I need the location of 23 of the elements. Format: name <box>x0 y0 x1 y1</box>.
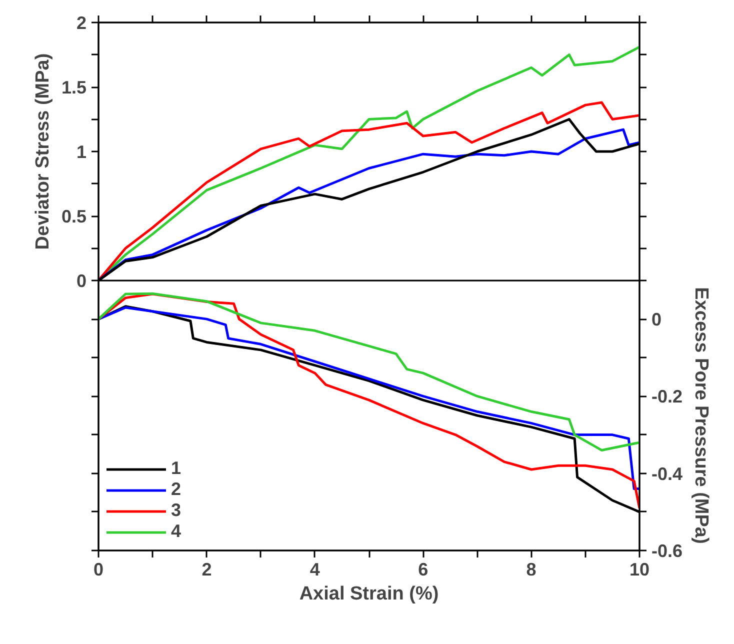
y2-tick-label: 0 <box>652 310 662 330</box>
y-axis-title: Deviator Stress (MPa) <box>32 53 54 250</box>
x-axis-title: Axial Strain (%) <box>299 584 439 604</box>
y-tick-label: 0.5 <box>61 206 87 226</box>
x-tick-label: 4 <box>310 560 320 580</box>
y2-tick-label: -0.6 <box>652 541 683 561</box>
y-tick-label: 2 <box>76 13 87 33</box>
legend-label: 3 <box>171 500 182 521</box>
x-tick-label: 0 <box>93 560 104 580</box>
y2-tick-label: -0.4 <box>652 464 683 484</box>
y2-axis-title: Excess Pore Pressure (MPa) <box>690 287 712 544</box>
x-tick-label: 8 <box>526 560 536 580</box>
y2-tick-label: -0.2 <box>652 386 683 407</box>
x-tick-label: 6 <box>418 560 428 580</box>
legend-label: 2 <box>171 479 182 500</box>
y-tick-label: 0 <box>76 271 87 291</box>
legend-label: 1 <box>171 458 182 479</box>
y-tick-label: 1 <box>76 142 87 162</box>
x-tick-label: 10 <box>629 560 650 580</box>
x-tick-label: 2 <box>202 560 212 580</box>
y-tick-label: 1.5 <box>61 78 87 98</box>
line-series <box>98 292 640 452</box>
legend-label: 4 <box>171 521 182 542</box>
